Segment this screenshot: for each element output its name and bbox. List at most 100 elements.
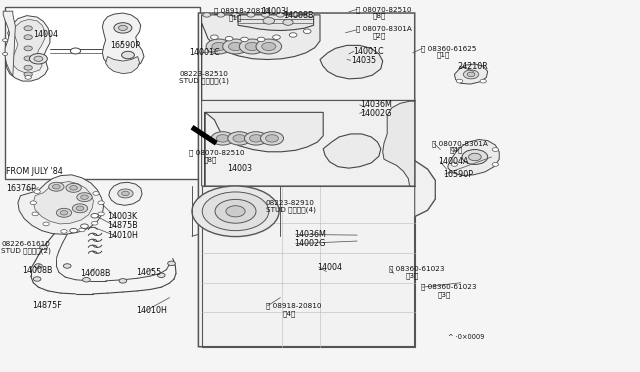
Text: ^ ·0×0009: ^ ·0×0009	[448, 334, 484, 340]
Circle shape	[292, 13, 300, 17]
Circle shape	[247, 13, 255, 17]
Circle shape	[76, 206, 84, 211]
Circle shape	[24, 46, 32, 51]
Circle shape	[203, 13, 211, 17]
Circle shape	[49, 182, 64, 191]
Polygon shape	[106, 57, 140, 74]
Circle shape	[24, 72, 32, 77]
Circle shape	[61, 230, 67, 233]
Circle shape	[228, 42, 243, 51]
Text: STUD スタッド(4): STUD スタッド(4)	[266, 206, 316, 213]
Text: 08223-82910: 08223-82910	[266, 200, 314, 206]
Circle shape	[34, 56, 43, 61]
Text: 14003K: 14003K	[108, 212, 138, 221]
Circle shape	[56, 208, 72, 217]
Text: （8）: （8）	[372, 13, 386, 19]
Circle shape	[29, 54, 47, 64]
Text: 14003J: 14003J	[261, 7, 289, 16]
Circle shape	[93, 192, 99, 195]
Circle shape	[217, 13, 225, 17]
Text: 16376P: 16376P	[6, 185, 36, 193]
Polygon shape	[102, 13, 144, 69]
Circle shape	[118, 25, 127, 31]
Circle shape	[98, 201, 104, 205]
Circle shape	[260, 132, 284, 145]
Polygon shape	[448, 140, 499, 176]
Text: Ⓑ 08070-82510: Ⓑ 08070-82510	[356, 6, 412, 13]
Text: 14010H: 14010H	[136, 306, 166, 315]
Circle shape	[492, 163, 499, 166]
Text: 14036M: 14036M	[360, 100, 392, 109]
Polygon shape	[18, 175, 104, 234]
Circle shape	[263, 17, 275, 24]
Circle shape	[32, 212, 38, 216]
Bar	[5, 7, 200, 179]
Text: Ⓑ 08070-8301A: Ⓑ 08070-8301A	[356, 26, 412, 32]
Circle shape	[98, 212, 104, 216]
Circle shape	[244, 132, 268, 145]
Text: Ⓝ 08918-20810: Ⓝ 08918-20810	[214, 8, 270, 15]
Circle shape	[83, 278, 90, 282]
Circle shape	[283, 19, 293, 25]
Circle shape	[122, 191, 129, 196]
Circle shape	[492, 148, 499, 151]
Circle shape	[24, 65, 32, 70]
Polygon shape	[198, 13, 435, 347]
Circle shape	[225, 36, 233, 41]
Circle shape	[77, 193, 92, 202]
Text: （3）: （3）	[406, 273, 419, 279]
Polygon shape	[320, 45, 383, 79]
Circle shape	[40, 245, 47, 250]
Polygon shape	[202, 100, 435, 217]
Polygon shape	[383, 101, 415, 186]
Text: STUD スタッド(2): STUD スタッド(2)	[1, 247, 51, 254]
Circle shape	[63, 264, 71, 268]
Polygon shape	[33, 182, 93, 224]
Circle shape	[70, 228, 77, 233]
Circle shape	[250, 135, 262, 142]
Circle shape	[226, 206, 245, 217]
Text: 16590P: 16590P	[443, 170, 473, 179]
Text: 14008B: 14008B	[283, 12, 314, 20]
Circle shape	[463, 70, 479, 79]
Circle shape	[245, 42, 259, 51]
Circle shape	[79, 228, 85, 232]
Circle shape	[122, 51, 134, 59]
Polygon shape	[3, 11, 15, 76]
Text: 14004A: 14004A	[438, 157, 469, 166]
Text: 14875B: 14875B	[108, 221, 138, 230]
Circle shape	[72, 204, 88, 213]
Circle shape	[451, 148, 458, 151]
Text: 14002G: 14002G	[360, 109, 391, 118]
Circle shape	[91, 214, 99, 218]
Polygon shape	[6, 16, 50, 81]
Text: FROM JULY '84: FROM JULY '84	[6, 167, 63, 176]
Text: （1）: （1）	[436, 52, 450, 58]
Text: 24210R: 24210R	[458, 62, 488, 71]
Text: STUD スタッド(1): STUD スタッド(1)	[179, 77, 229, 84]
Text: 14875F: 14875F	[32, 301, 61, 310]
Circle shape	[24, 35, 32, 40]
Circle shape	[25, 76, 31, 79]
Polygon shape	[238, 15, 314, 31]
Circle shape	[223, 39, 248, 54]
Circle shape	[60, 211, 68, 215]
Text: 14008B: 14008B	[22, 266, 53, 275]
Circle shape	[239, 39, 265, 54]
Circle shape	[232, 13, 239, 17]
Text: Ⓝ 08918-20810: Ⓝ 08918-20810	[266, 302, 321, 309]
Polygon shape	[454, 64, 488, 84]
Circle shape	[70, 186, 77, 190]
Circle shape	[289, 33, 297, 37]
Text: （4）: （4）	[283, 310, 296, 317]
Text: 14008B: 14008B	[80, 269, 111, 278]
Circle shape	[92, 221, 98, 225]
Text: 14004: 14004	[33, 30, 58, 39]
Circle shape	[215, 199, 256, 223]
Text: 14002G: 14002G	[294, 239, 326, 248]
Circle shape	[256, 39, 282, 54]
Circle shape	[307, 13, 314, 17]
Circle shape	[43, 222, 49, 226]
Circle shape	[206, 39, 232, 54]
Text: Ⓑ 08070-82510: Ⓑ 08070-82510	[189, 149, 244, 156]
